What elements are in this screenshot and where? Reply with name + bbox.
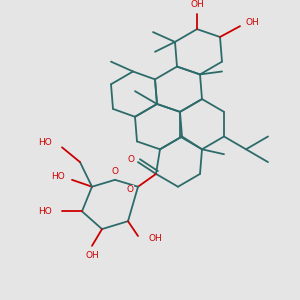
- Text: OH: OH: [148, 234, 162, 243]
- Text: HO: HO: [38, 207, 52, 216]
- Text: OH: OH: [85, 251, 99, 260]
- Text: O: O: [127, 185, 134, 194]
- Text: HO: HO: [38, 138, 52, 147]
- Text: OH: OH: [190, 0, 204, 9]
- Text: OH: OH: [245, 18, 259, 27]
- Text: HO: HO: [51, 172, 65, 182]
- Text: O: O: [128, 154, 134, 164]
- Text: O: O: [112, 167, 118, 176]
